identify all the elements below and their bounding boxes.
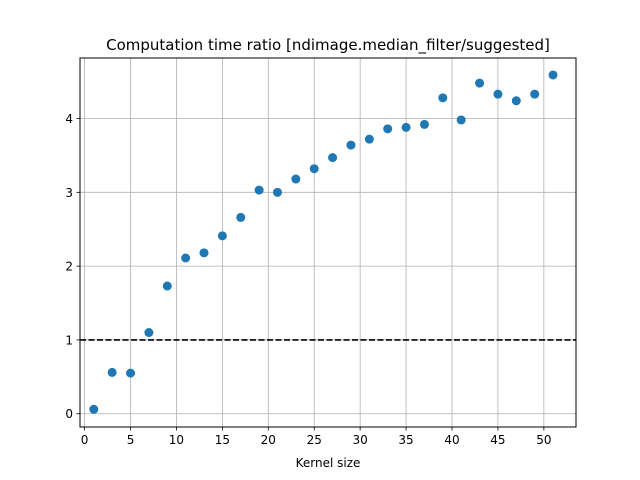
data-point [144,328,154,338]
data-point [346,140,356,150]
y-tick-label: 0 [65,407,73,421]
x-tick-label: 50 [536,433,551,447]
data-point [438,93,448,103]
data-point [401,122,411,132]
y-tick-label: 1 [65,333,73,347]
data-point [548,70,558,80]
x-tick-label: 25 [307,433,322,447]
x-tick-label: 15 [215,433,230,447]
data-point [291,174,301,184]
data-point [328,153,338,163]
data-point [162,281,172,291]
data-points [89,70,558,414]
x-tick-label: 20 [261,433,276,447]
data-point [254,185,264,195]
x-tick-label: 0 [81,433,89,447]
x-tick-label: 10 [169,433,184,447]
data-point [89,404,99,414]
data-point [364,134,374,144]
data-point [456,115,466,125]
data-point [511,96,521,106]
data-point [217,231,227,241]
data-point [107,367,117,377]
x-axis-ticks: 0 5 10 15 20 25 30 35 40 45 50 [81,427,551,447]
data-point [493,89,503,99]
chart-title: Computation time ratio [ndimage.median_f… [106,36,550,55]
data-point [181,253,191,263]
data-point [199,248,209,258]
data-point [475,78,485,88]
x-tick-label: 35 [398,433,413,447]
y-tick-label: 2 [65,260,73,274]
x-axis-label: Kernel size [296,456,361,470]
grid [80,58,576,427]
y-tick-label: 4 [65,112,73,126]
plot-area-frame [79,57,577,428]
data-point [236,212,246,222]
data-point [272,187,282,197]
x-tick-label: 5 [127,433,135,447]
x-tick-label: 45 [490,433,505,447]
y-tick-label: 3 [65,186,73,200]
data-point [383,124,393,134]
x-tick-label: 40 [444,433,459,447]
data-point [530,89,540,99]
y-axis-ticks: 0 1 2 3 4 [65,112,80,421]
x-tick-label: 30 [353,433,368,447]
data-point [126,368,136,378]
data-point [309,164,319,174]
data-point [419,119,429,129]
